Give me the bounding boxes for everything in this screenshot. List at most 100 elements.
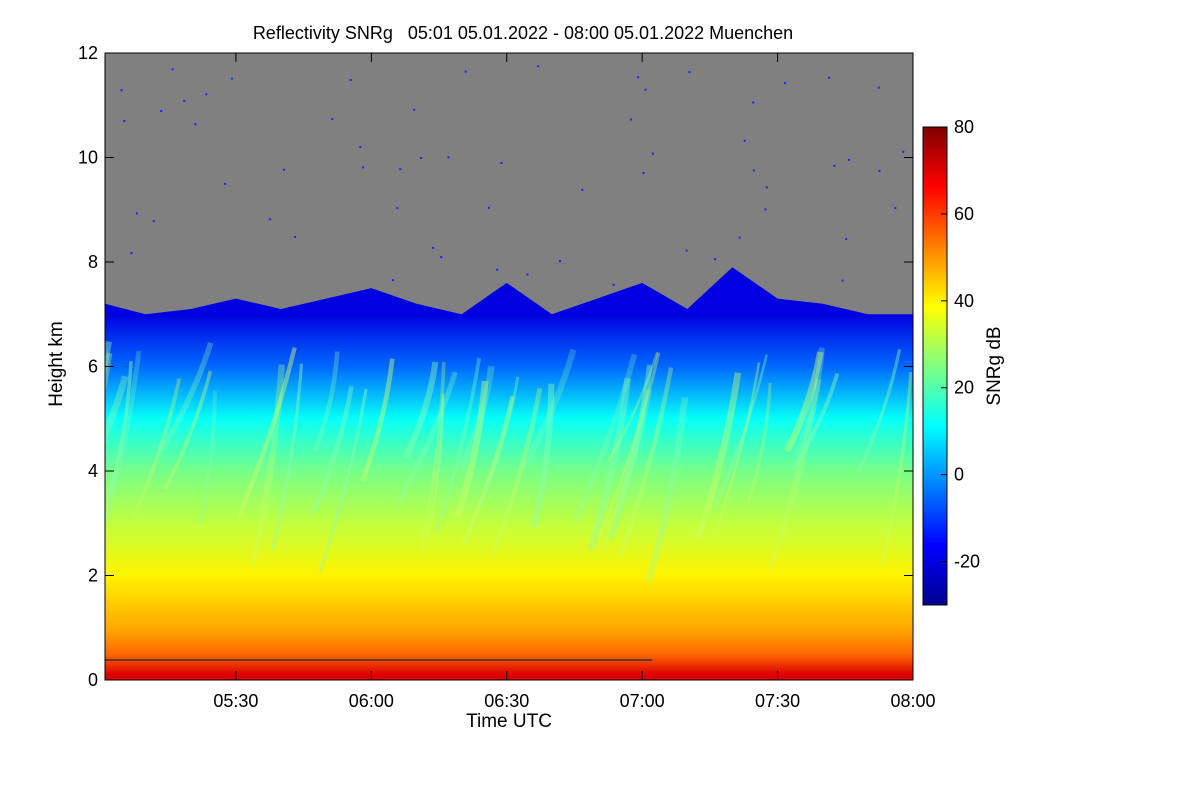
x-axis-label: Time UTC [466,711,552,732]
noise-dot [268,218,271,221]
fall-streak [606,351,659,463]
noise-dot [413,108,416,111]
fall-streak [454,380,489,519]
noise-dot [764,208,767,211]
colorbar: -20 0 20 40 60 80 SNRg dB [922,117,1005,606]
y-tick-label: 12 [78,43,98,63]
fall-streak [425,394,445,539]
y-tick-label: 8 [88,252,98,272]
fall-streak [587,377,632,551]
fall-streak [491,387,543,554]
fall-streak [746,383,772,504]
noise-dot [224,182,227,185]
noise-dot [841,279,844,282]
noise-dot [487,206,490,209]
plot-area [105,53,913,680]
fall-streak [784,351,824,453]
x-tick-label: 07:00 [620,691,665,711]
noise-dot [714,258,716,261]
fall-streak [520,348,577,470]
noise-dot [878,170,881,172]
x-axis: 05:30 06:00 06:30 07:00 07:30 08:00 [213,53,936,711]
noise-dot [420,157,423,159]
noise-dot [848,158,850,161]
fall-streak [419,361,446,551]
noise-dot [828,76,831,79]
y-tick-label: 0 [88,670,98,690]
fall-streak [396,371,458,504]
noise-dot [877,86,880,89]
noise-dot [637,76,640,79]
fall-streak [458,365,495,469]
colorbar-tick-label: 20 [954,378,974,398]
x-tick-label: 07:30 [755,691,800,711]
y-tick-label: 2 [88,566,98,586]
noise-dot [331,118,334,121]
fall-streak [106,361,133,500]
noise-dot [845,238,848,241]
noise-dot [152,220,155,223]
fall-streak [461,395,515,545]
noise-dot [833,164,836,167]
noise-dot [783,82,786,85]
fall-streak [597,352,661,539]
fall-streak [163,370,213,491]
noise-dot [135,212,138,215]
noise-dot [392,279,394,282]
noise-dot [500,161,503,164]
noise-dot [630,118,632,121]
noise-dot [123,120,126,122]
noise-dot [194,123,197,126]
x-tick-label: 06:00 [349,691,394,711]
fall-streak [105,375,129,445]
noise-dot [738,236,741,239]
noise-dot [752,101,755,104]
noise-dot [205,93,208,96]
fall-streak [318,388,368,573]
x-tick-label: 05:30 [213,691,258,711]
echo-region [105,267,913,680]
fall-streak [856,348,902,473]
y-axis: 0 2 4 6 8 10 12 [78,43,913,690]
noise-dot [765,186,768,189]
y-axis-label: Height km [46,321,67,407]
noise-dot [642,172,645,175]
fall-streak [712,354,768,511]
noise-dot [396,207,399,210]
fall-streak [791,372,840,471]
fall-streak [434,357,481,533]
colorbar-tick-label: 0 [954,465,964,485]
colorbar-tick-label: -20 [954,552,980,572]
y-tick-label: 4 [88,461,98,481]
fall-streak [645,396,689,583]
fall-streak [714,362,761,531]
fall-streak [131,378,182,520]
noise-dots [120,65,905,286]
noise-dot [447,156,450,159]
noise-dot [464,70,467,73]
noise-dot [537,65,540,68]
noise-dot [120,89,123,92]
fall-streak [618,367,674,558]
colorbar-ticks: -20 0 20 40 60 80 [941,117,980,572]
fall-streak [360,358,395,482]
x-tick-label: 06:30 [484,691,529,711]
fall-streak [249,364,285,566]
noise-dot [651,152,654,155]
fall-streak [235,346,297,520]
fall-streak [767,378,822,570]
noise-dot [612,283,615,286]
noise-dot [559,260,561,263]
fall-streak [158,341,214,453]
fall-streak [105,352,113,395]
fall-streak [793,347,825,458]
noise-dot [130,252,133,254]
noise-dot [171,68,174,71]
noise-dot [752,169,755,172]
noise-dot [349,79,352,81]
noise-dot [399,168,402,171]
noise-dot [496,268,499,271]
noise-dot [743,139,746,142]
fall-streak [608,364,653,539]
noise-dot [282,168,285,171]
